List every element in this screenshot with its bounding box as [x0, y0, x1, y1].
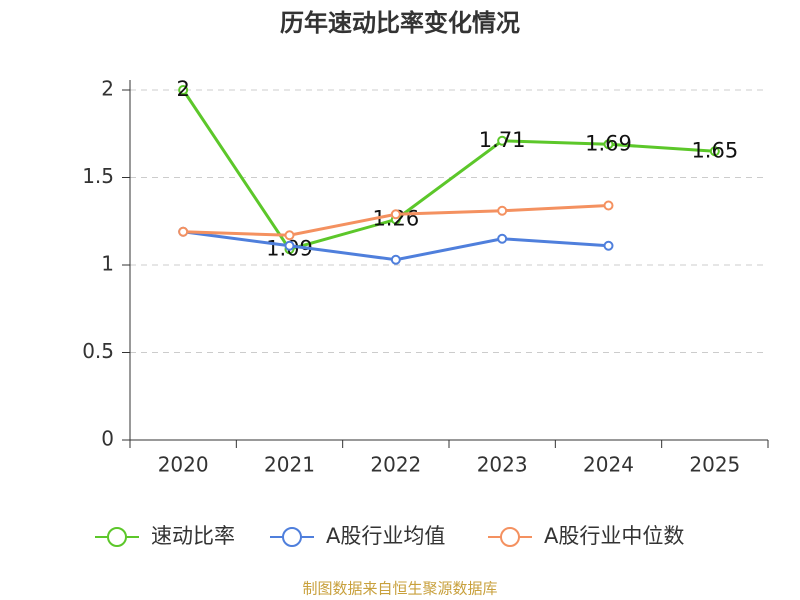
data-point	[603, 139, 614, 150]
legend-label[interactable]: A股行业均值	[326, 524, 445, 548]
legend-label[interactable]: A股行业中位数	[544, 524, 684, 548]
y-tick-label: 0	[101, 427, 114, 451]
chart-title: 历年速动比率变化情况	[280, 9, 520, 37]
data-point	[178, 85, 189, 95]
x-tick-label: 2023	[477, 453, 528, 477]
data-point	[603, 240, 614, 251]
x-tick-label: 2024	[583, 453, 634, 477]
data-point	[497, 233, 508, 244]
data-point	[178, 226, 189, 237]
legend-marker[interactable]	[500, 527, 520, 547]
data-point	[497, 205, 508, 216]
x-tick-label: 2022	[370, 453, 421, 477]
y-tick-label: 0.5	[82, 339, 114, 363]
y-tick-label: 1.5	[82, 164, 114, 188]
legend-marker[interactable]	[107, 527, 127, 547]
data-point	[603, 200, 614, 211]
data-label: 1.71	[479, 128, 526, 152]
data-label: 1.69	[585, 131, 632, 155]
legend-label[interactable]: 速动比率	[151, 524, 235, 548]
data-point	[709, 146, 720, 157]
data-point	[497, 135, 508, 146]
y-tick-label: 2	[101, 77, 114, 101]
series-line	[181, 89, 715, 251]
legend-marker[interactable]	[282, 527, 302, 547]
x-tick-label: 2020	[158, 453, 209, 477]
data-point	[284, 230, 295, 241]
x-tick-label: 2021	[264, 453, 315, 477]
data-label: 1.65	[691, 138, 738, 162]
data-label: 2	[176, 77, 189, 101]
data-point	[390, 209, 401, 220]
data-point	[284, 240, 295, 251]
data-point	[390, 254, 401, 265]
x-tick-label: 2025	[689, 453, 740, 477]
y-tick-label: 1	[101, 252, 114, 276]
source-note: 制图数据来自恒生聚源数据库	[302, 580, 497, 598]
